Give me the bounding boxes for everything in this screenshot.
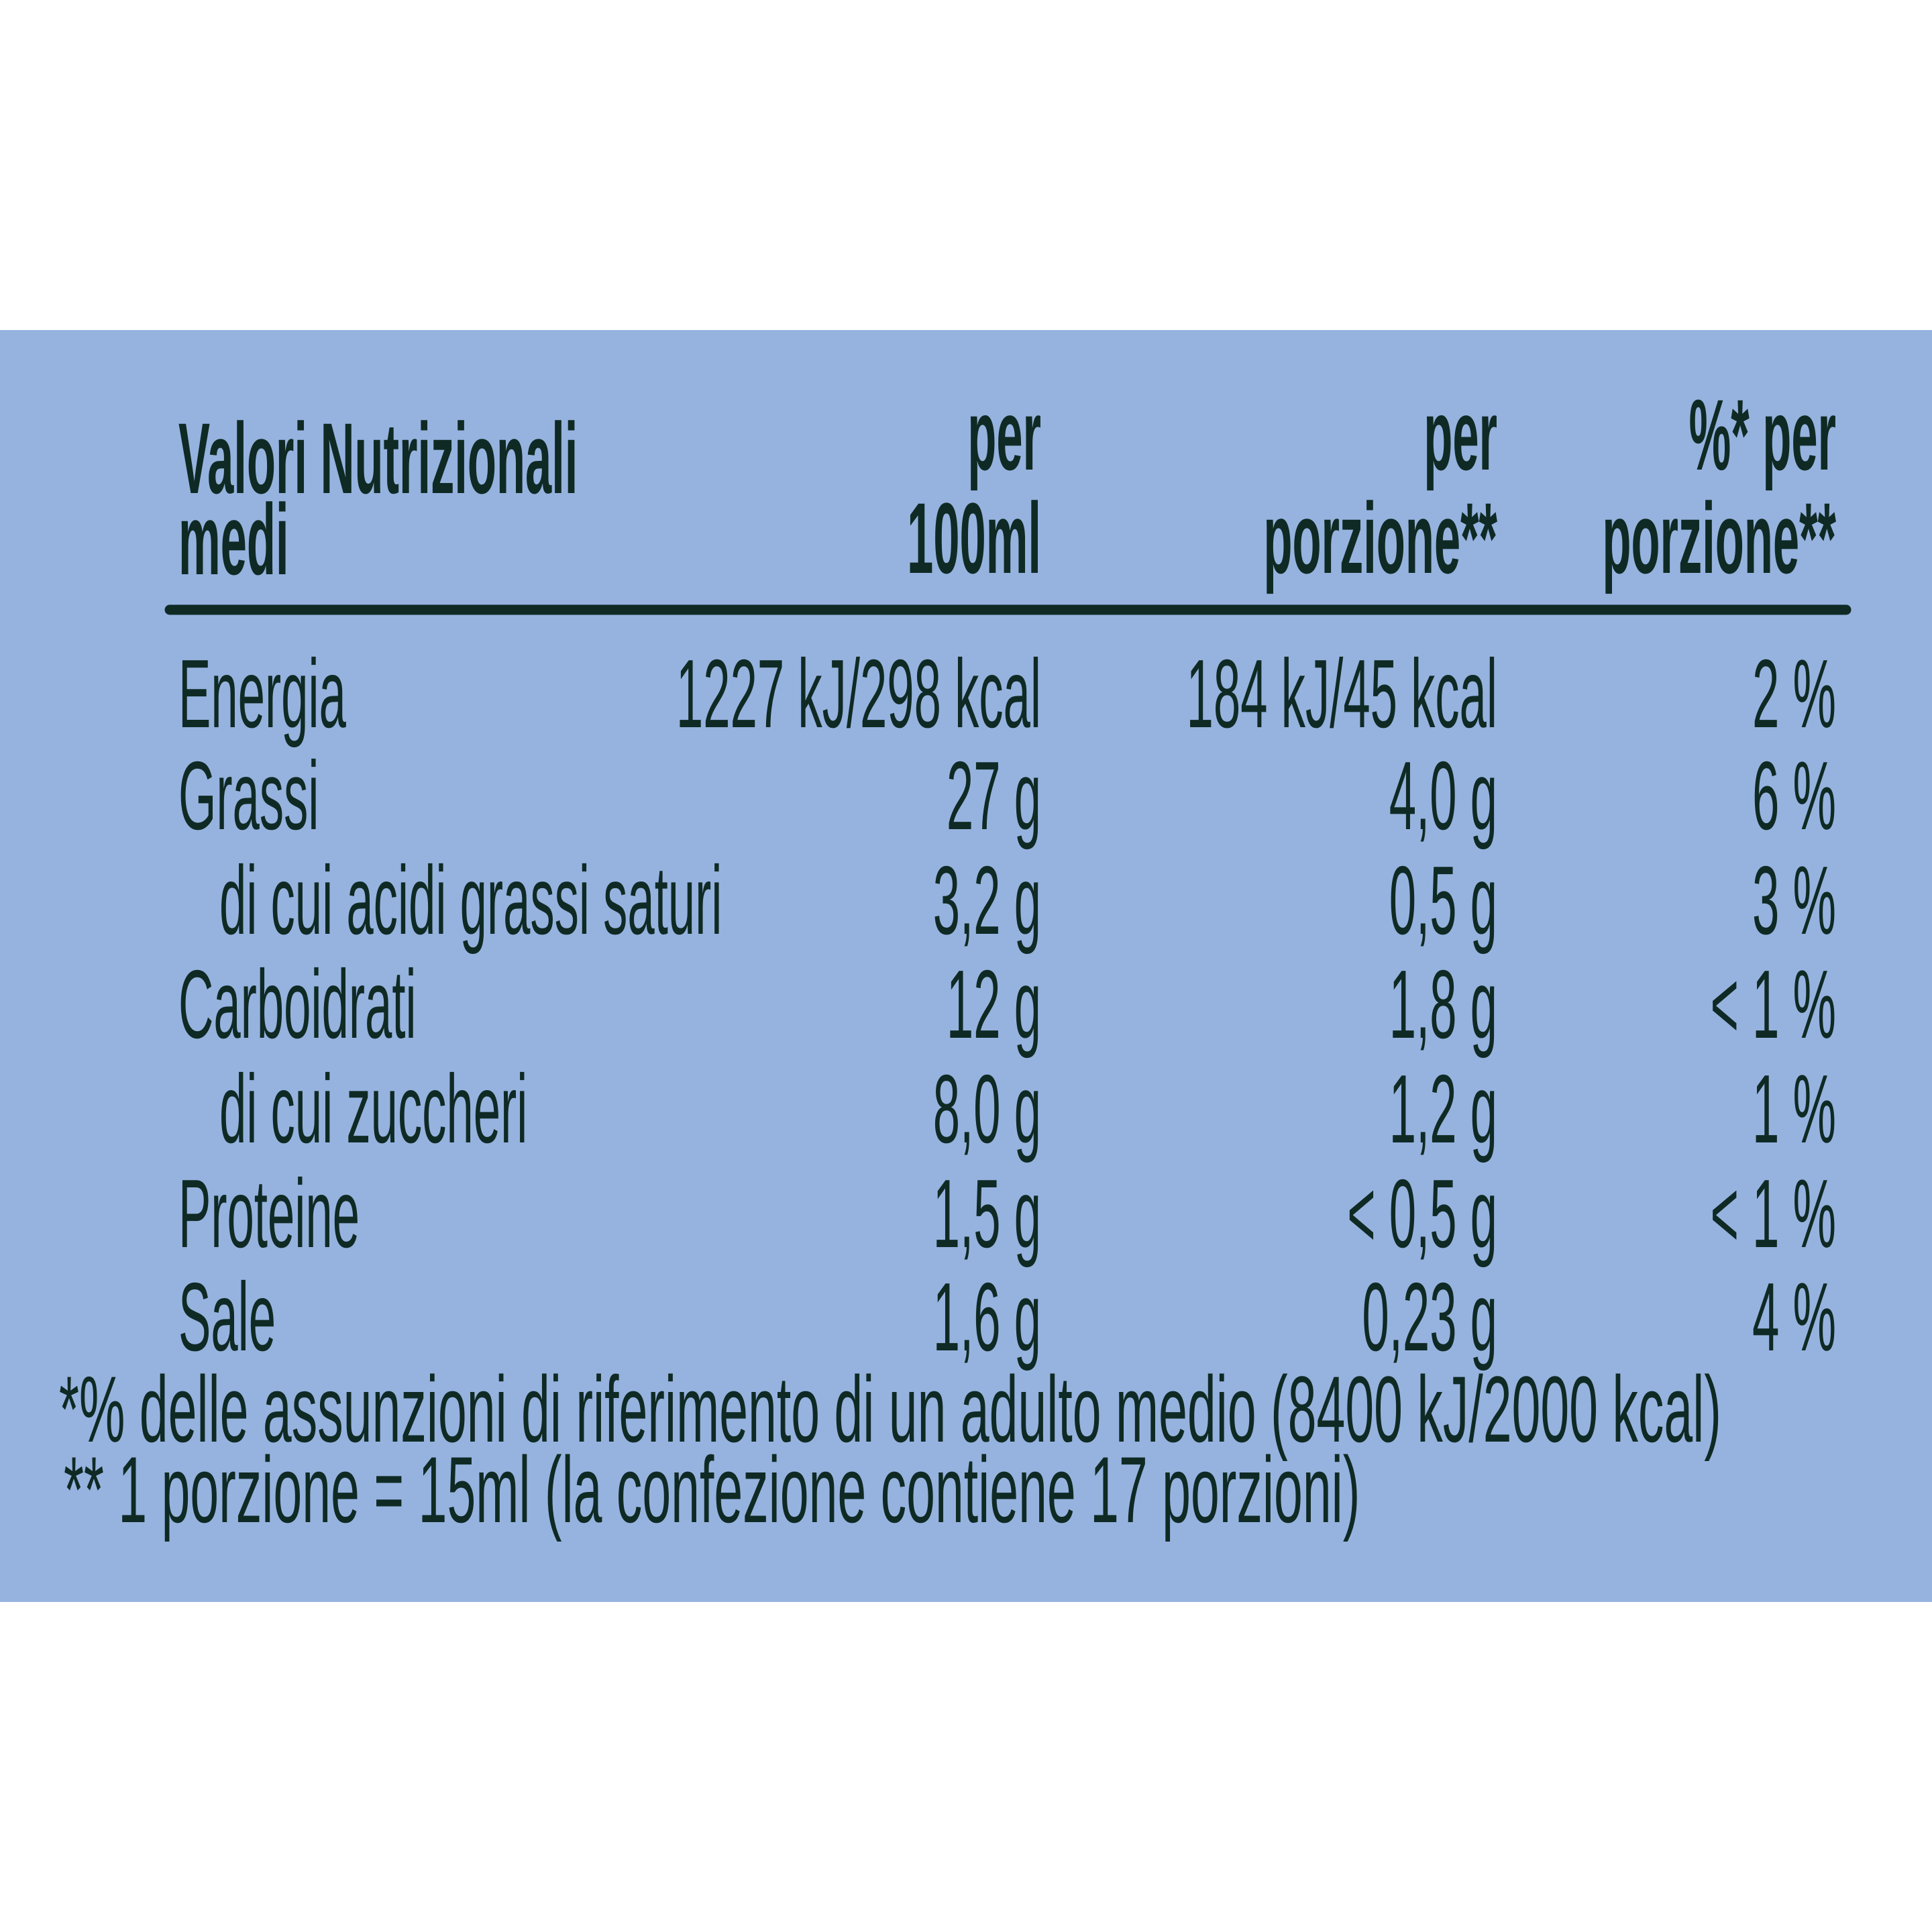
footnote: *% delle assunzioni di riferimento di un… <box>59 1357 1721 1462</box>
nutrient-value: 1,8 g <box>1389 951 1497 1059</box>
column-header: %* per <box>1689 378 1836 491</box>
nutrient-value: 1,5 g <box>933 1160 1041 1269</box>
nutrient-name: Energia <box>178 640 346 749</box>
table-body: Energia 1227 kJ/298 kcal 184 kJ/45 kcal 2 %… <box>178 640 1836 1372</box>
nutrient-value: 3 % <box>1752 847 1836 955</box>
nutrient-name: di cui acidi grassi saturi <box>219 847 722 955</box>
nutrient-value: 27 g <box>947 742 1041 851</box>
nutrient-value: 3,2 g <box>933 847 1041 955</box>
nutrient-value: 4 % <box>1752 1263 1836 1372</box>
column-header: 100ml <box>907 482 1041 594</box>
nutrient-value: 0,5 g <box>1389 847 1497 955</box>
nutrient-value: 4,0 g <box>1389 742 1497 851</box>
header-title: medi <box>178 483 289 596</box>
nutrient-value: < 1 % <box>1711 951 1836 1059</box>
column-header: per <box>967 378 1041 491</box>
nutrient-name: di cui zuccheri <box>219 1055 527 1164</box>
nutrient-value: 6 % <box>1752 742 1836 851</box>
nutrient-value: 12 g <box>947 951 1041 1059</box>
header-title: Valori Nutrizionali <box>178 402 578 515</box>
column-header: porzione** <box>1263 482 1497 594</box>
column-header: porzione** <box>1602 482 1836 594</box>
nutrient-name: Proteine <box>178 1160 360 1269</box>
nutrient-value: 1,6 g <box>933 1263 1041 1372</box>
footnotes: *% delle assunzioni di riferimento di un… <box>59 1357 1721 1542</box>
nutrient-value: < 0,5 g <box>1347 1160 1497 1269</box>
nutrient-value: 8,0 g <box>933 1055 1041 1164</box>
nutrient-value: 1227 kJ/298 kcal <box>676 640 1041 749</box>
nutrient-name: Sale <box>178 1263 276 1372</box>
label-background <box>0 330 1932 1602</box>
nutrient-name: Carboidrati <box>178 951 417 1059</box>
nutrient-value: 1 % <box>1752 1055 1836 1164</box>
header: Valori Nutrizionalimediper100mlperporzio… <box>178 378 1836 596</box>
nutrient-value: < 1 % <box>1711 1160 1836 1269</box>
nutrient-value: 0,23 g <box>1362 1263 1497 1372</box>
column-header: per <box>1424 378 1497 491</box>
footnote: ** 1 porzione = 15ml (la confezione cont… <box>64 1438 1360 1542</box>
nutrient-value: 184 kJ/45 kcal <box>1187 640 1497 749</box>
nutrient-name: Grassi <box>178 742 319 851</box>
nutrient-value: 1,2 g <box>1389 1055 1497 1164</box>
nutrient-value: 2 % <box>1752 640 1836 749</box>
